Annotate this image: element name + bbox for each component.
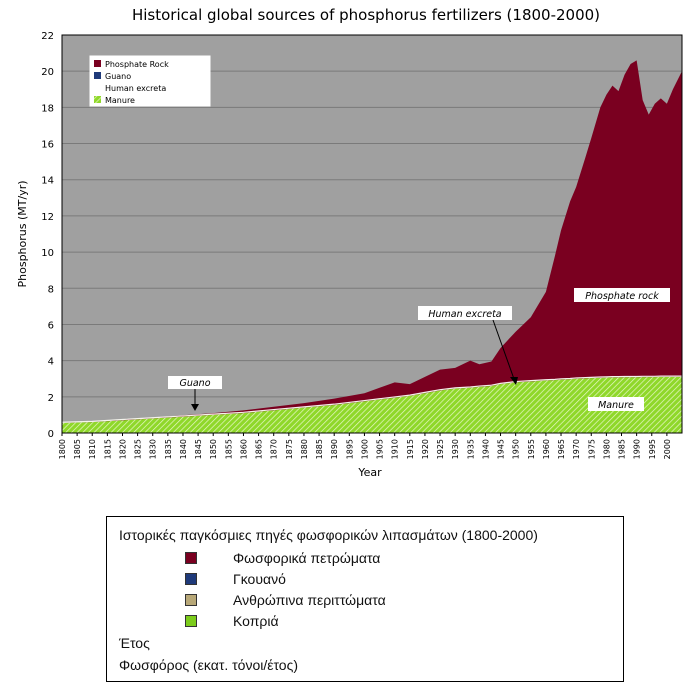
translation-item: Κοπριά	[185, 612, 279, 630]
translation-item: Ανθρώπινα περιττώματα	[185, 591, 386, 609]
y-tick-label: 20	[41, 67, 54, 78]
x-tick-label: 1815	[103, 439, 112, 459]
legend-label-phosphate-rock: Phosphate Rock	[105, 60, 169, 69]
y-tick-label: 10	[41, 248, 54, 259]
x-tick-label: 1920	[421, 439, 430, 459]
translation-swatch-human-excreta	[185, 594, 197, 606]
x-tick-label: 1870	[270, 439, 279, 459]
x-tick-label: 1880	[300, 439, 309, 459]
translation-swatch-phosphate-rock	[185, 552, 197, 564]
x-tick-label: 1905	[376, 439, 385, 459]
y-tick-label: 8	[48, 284, 54, 295]
legend-label-guano: Guano	[105, 72, 131, 81]
translation-y-axis: Φωσφόρος (εκατ. τόνοι/έτος)	[119, 657, 298, 673]
x-tick-label: 1910	[391, 439, 400, 459]
area-series	[61, 60, 682, 434]
x-tick-label: 1940	[481, 439, 490, 459]
y-tick-label: 14	[41, 176, 54, 187]
annotation-human-excreta-text: Human excreta	[428, 309, 501, 320]
legend-swatch-manure	[94, 96, 101, 103]
manure-area	[62, 376, 682, 433]
x-tick-label: 1895	[345, 439, 354, 459]
annotation-guano-text: Guano	[179, 378, 210, 389]
translation-label-phosphate-rock: Φωσφορικά πετρώματα	[233, 550, 381, 566]
x-tick-label: 1855	[224, 439, 233, 459]
x-axis-label: Year	[357, 466, 382, 479]
x-tick-label: 1975	[587, 439, 596, 459]
x-tick-label: 1960	[542, 439, 551, 459]
x-tick-label: 1850	[209, 439, 218, 459]
phosphate-rock-area	[62, 60, 682, 434]
x-tick-label: 1935	[466, 439, 475, 459]
translation-item: Φωσφορικά πετρώματα	[185, 549, 380, 567]
translation-label-manure: Κοπριά	[233, 613, 279, 629]
x-tick-label: 1865	[255, 439, 264, 459]
x-tick-label: 1970	[572, 439, 581, 459]
annotation-phosphate-rock: Phosphate rock	[574, 288, 670, 302]
x-tick-label: 1965	[557, 439, 566, 459]
plot-frame	[61, 34, 683, 434]
x-tick-label: 1995	[648, 439, 657, 459]
x-tick-label: 1955	[527, 439, 536, 459]
chart-legend: Phosphate Rock Guano Human excreta Manur…	[89, 55, 211, 107]
x-tick-label: 1845	[194, 439, 203, 459]
x-tick-label: 1890	[330, 439, 339, 459]
x-tick-label: 1990	[633, 439, 642, 459]
x-tick-label: 1840	[179, 439, 188, 459]
legend-swatch-guano	[94, 72, 101, 79]
y-tick-label: 4	[48, 357, 54, 368]
x-tick-label: 1945	[497, 439, 506, 459]
annotation-phosphate-rock-text: Phosphate rock	[585, 291, 659, 302]
chart-title: Historical global sources of phosphorus …	[132, 6, 600, 24]
human-excreta-band	[61, 375, 682, 423]
x-tick-label: 1805	[73, 439, 82, 459]
y-tick-label: 6	[48, 320, 54, 331]
y-tick-label: 2	[48, 393, 54, 404]
x-tick-label: 1820	[118, 439, 127, 459]
phosphorus-area-chart: Historical global sources of phosphorus …	[16, 6, 683, 479]
x-tick-label: 1860	[239, 439, 248, 459]
x-tick-label: 1810	[88, 439, 97, 459]
y-axis-label: Phosphorus (MT/yr)	[16, 180, 29, 287]
translation-item: Γκουανό	[185, 570, 286, 588]
x-tick-label: 1980	[602, 439, 611, 459]
y-tick-label: 0	[48, 429, 54, 440]
legend-swatch-human-excreta	[94, 84, 101, 91]
translation-swatch-manure	[185, 615, 197, 627]
annotation-guano: Guano	[168, 376, 222, 411]
x-axis-ticks: 1800 1805 1810 1815 1820 1825 1830 1835 1840 1845…	[58, 433, 672, 459]
x-tick-label: 1830	[149, 439, 158, 459]
x-tick-label: 1835	[164, 439, 173, 459]
x-tick-label: 1885	[315, 439, 324, 459]
y-tick-label: 18	[41, 103, 54, 114]
annotation-human-excreta: Human excreta	[418, 306, 518, 385]
x-tick-label: 1925	[436, 439, 445, 459]
translation-x-axis: Έτος	[119, 635, 150, 651]
x-tick-label: 1900	[360, 439, 369, 459]
translation-title: Ιστορικές παγκόσμιες πηγές φωσφορικών λι…	[119, 527, 538, 543]
translation-label-guano: Γκουανό	[233, 571, 286, 587]
greek-translation-box: Ιστορικές παγκόσμιες πηγές φωσφορικών λι…	[106, 516, 624, 682]
annotation-manure-text: Manure	[598, 400, 634, 411]
translation-label-human-excreta: Ανθρώπινα περιττώματα	[233, 592, 386, 608]
translation-swatch-guano	[185, 573, 197, 585]
legend-label-human-excreta: Human excreta	[105, 84, 166, 93]
x-tick-label: 1825	[134, 439, 143, 459]
y-tick-label: 22	[41, 31, 54, 42]
y-axis-ticks: 0 2 4 6 8 10 12 14 16 18 20 22	[41, 31, 54, 440]
x-tick-label: 2000	[663, 439, 672, 459]
x-tick-label: 1930	[451, 439, 460, 459]
annotation-manure: Manure	[588, 397, 644, 411]
x-tick-label: 1915	[406, 439, 415, 459]
legend-label-manure: Manure	[105, 96, 135, 105]
x-tick-label: 1875	[285, 439, 294, 459]
x-tick-label: 1985	[618, 439, 627, 459]
x-tick-label: 1950	[512, 439, 521, 459]
legend-swatch-phosphate-rock	[94, 60, 101, 67]
y-tick-label: 12	[41, 212, 54, 223]
x-tick-label: 1800	[58, 439, 67, 459]
y-tick-label: 16	[41, 140, 54, 151]
